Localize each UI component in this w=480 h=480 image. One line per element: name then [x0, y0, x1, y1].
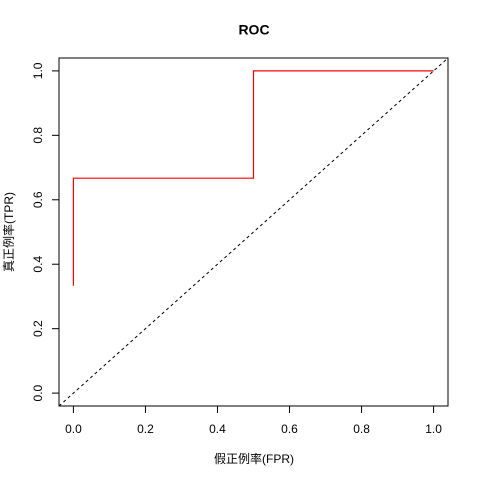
x-tick-label: 0.0: [65, 422, 82, 436]
y-tick-label: 0.2: [31, 320, 45, 337]
x-axis-label: 假正例率(FPR): [214, 451, 294, 466]
x-tick-label: 0.6: [281, 422, 298, 436]
reference-line: [58, 57, 449, 407]
x-tick-label: 0.4: [209, 422, 226, 436]
x-tick-label: 1.0: [425, 422, 442, 436]
x-tick-label: 0.2: [137, 422, 154, 436]
plot-frame: [58, 57, 449, 407]
y-axis-label: 真正例率(TPR): [1, 192, 16, 272]
y-tick-label: 0.6: [31, 191, 45, 208]
x-tick-label: 0.8: [353, 422, 370, 436]
y-tick-label: 0.4: [31, 256, 45, 273]
chart-title: ROC: [238, 22, 269, 38]
roc-line: [72, 70, 434, 286]
y-tick-label: 0.0: [31, 384, 45, 401]
y-tick-label: 1.0: [31, 62, 45, 79]
y-tick-label: 0.8: [31, 127, 45, 144]
